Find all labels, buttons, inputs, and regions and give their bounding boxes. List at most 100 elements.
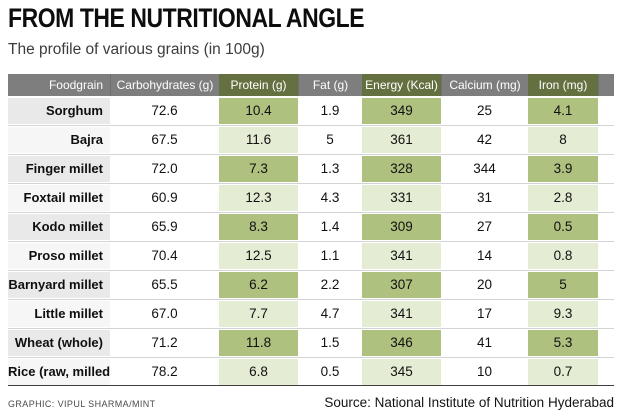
cell-carbohydrates: 72.0	[110, 156, 219, 182]
cell-protein: 12.3	[219, 185, 298, 211]
cell-spacer	[598, 156, 614, 182]
col-header-protein: Protein (g)	[219, 74, 298, 96]
cell-carbohydrates: 65.5	[110, 272, 219, 298]
cell-energy: 341	[362, 301, 441, 327]
cell-spacer	[598, 214, 614, 240]
cell-fat: 5	[298, 127, 362, 153]
row-separator	[8, 356, 614, 359]
col-header-energy: Energy (Kcal)	[362, 74, 441, 96]
cell-foodgrain: Sorghum	[8, 98, 110, 124]
page-title: FROM THE NUTRITIONAL ANGLE	[8, 3, 365, 33]
col-header-fat: Fat (g)	[298, 74, 362, 96]
cell-calcium: 10	[441, 359, 528, 385]
cell-fat: 1.9	[298, 98, 362, 124]
cell-carbohydrates: 72.6	[110, 98, 219, 124]
row-separator-line	[8, 299, 614, 300]
cell-iron: 5	[528, 272, 598, 298]
row-separator	[8, 327, 614, 330]
table-row: Rice (raw, milled) 78.2 6.8 0.5 345 10 0.7	[8, 359, 614, 385]
cell-iron: 9.3	[528, 301, 598, 327]
col-header-calcium: Calcium (mg)	[441, 74, 528, 96]
cell-energy: 307	[362, 272, 441, 298]
row-separator	[8, 269, 614, 272]
table-header-row: Foodgrain Carbohydrates (g) Protein (g) Fat…	[8, 74, 614, 96]
cell-carbohydrates: 67.0	[110, 301, 219, 327]
cell-energy: 331	[362, 185, 441, 211]
cell-fat: 1.1	[298, 243, 362, 269]
cell-energy: 361	[362, 127, 441, 153]
row-separator-line	[8, 328, 614, 329]
row-separator-line	[8, 357, 614, 358]
cell-fat: 1.4	[298, 214, 362, 240]
page-subtitle: The profile of various grains (in 100g)	[8, 41, 265, 58]
cell-spacer	[598, 243, 614, 269]
cell-fat: 0.5	[298, 359, 362, 385]
cell-calcium: 41	[441, 330, 528, 356]
cell-protein: 11.8	[219, 330, 298, 356]
cell-protein: 12.5	[219, 243, 298, 269]
cell-fat: 2.2	[298, 272, 362, 298]
cell-iron: 4.1	[528, 98, 598, 124]
cell-protein: 11.6	[219, 127, 298, 153]
row-separator-line	[8, 270, 614, 271]
cell-spacer	[598, 272, 614, 298]
cell-foodgrain: Foxtail millet	[8, 185, 110, 211]
table-bottom-rule	[8, 385, 614, 386]
cell-spacer	[598, 330, 614, 356]
row-separator-line	[8, 183, 614, 184]
cell-calcium: 27	[441, 214, 528, 240]
cell-iron: 5.3	[528, 330, 598, 356]
cell-calcium: 31	[441, 185, 528, 211]
cell-carbohydrates: 78.2	[110, 359, 219, 385]
cell-calcium: 17	[441, 301, 528, 327]
cell-iron: 8	[528, 127, 598, 153]
cell-carbohydrates: 60.9	[110, 185, 219, 211]
cell-spacer	[598, 301, 614, 327]
row-separator-line	[8, 154, 614, 155]
cell-foodgrain: Proso millet	[8, 243, 110, 269]
cell-energy: 349	[362, 98, 441, 124]
table-row: Wheat (whole) 71.2 11.8 1.5 346 41 5.3	[8, 330, 614, 356]
footer: GRAPHIC: VIPUL SHARMA/MINT Source: Natio…	[8, 395, 614, 410]
cell-foodgrain: Little millet	[8, 301, 110, 327]
col-header-foodgrain: Foodgrain	[8, 74, 110, 96]
cell-energy: 345	[362, 359, 441, 385]
cell-calcium: 25	[441, 98, 528, 124]
cell-calcium: 344	[441, 156, 528, 182]
col-header-iron: Iron (mg)	[528, 74, 598, 96]
cell-foodgrain: Kodo millet	[8, 214, 110, 240]
cell-foodgrain: Rice (raw, milled)	[8, 359, 110, 385]
cell-calcium: 14	[441, 243, 528, 269]
cell-protein: 6.8	[219, 359, 298, 385]
cell-fat: 1.3	[298, 156, 362, 182]
cell-calcium: 20	[441, 272, 528, 298]
cell-foodgrain: Barnyard millet	[8, 272, 110, 298]
cell-spacer	[598, 98, 614, 124]
cell-foodgrain: Wheat (whole)	[8, 330, 110, 356]
table-row: Sorghum 72.6 10.4 1.9 349 25 4.1	[8, 98, 614, 124]
cell-carbohydrates: 65.9	[110, 214, 219, 240]
cell-fat: 4.7	[298, 301, 362, 327]
cell-spacer	[598, 127, 614, 153]
table-row: Kodo millet 65.9 8.3 1.4 309 27 0.5	[8, 214, 614, 240]
table-row: Foxtail millet 60.9 12.3 4.3 331 31 2.8	[8, 185, 614, 211]
row-separator-line	[8, 125, 614, 126]
table-row: Finger millet 72.0 7.3 1.3 328 344 3.9	[8, 156, 614, 182]
table-row: Barnyard millet 65.5 6.2 2.2 307 20 5	[8, 272, 614, 298]
table-row: Little millet 67.0 7.7 4.7 341 17 9.3	[8, 301, 614, 327]
cell-protein: 6.2	[219, 272, 298, 298]
graphic-credit: GRAPHIC: VIPUL SHARMA/MINT	[8, 399, 156, 409]
nutrition-table: Foodgrain Carbohydrates (g) Protein (g) Fat…	[8, 74, 614, 386]
cell-energy: 309	[362, 214, 441, 240]
table-body: Sorghum 72.6 10.4 1.9 349 25 4.1 Bajra 67.5 11.6 5…	[8, 98, 614, 385]
cell-carbohydrates: 71.2	[110, 330, 219, 356]
table-row: Bajra 67.5 11.6 5 361 42 8	[8, 127, 614, 153]
table-row: Proso millet 70.4 12.5 1.1 341 14 0.8	[8, 243, 614, 269]
cell-iron: 0.7	[528, 359, 598, 385]
cell-iron: 2.8	[528, 185, 598, 211]
row-separator	[8, 211, 614, 214]
row-separator	[8, 240, 614, 243]
cell-carbohydrates: 70.4	[110, 243, 219, 269]
cell-protein: 7.3	[219, 156, 298, 182]
